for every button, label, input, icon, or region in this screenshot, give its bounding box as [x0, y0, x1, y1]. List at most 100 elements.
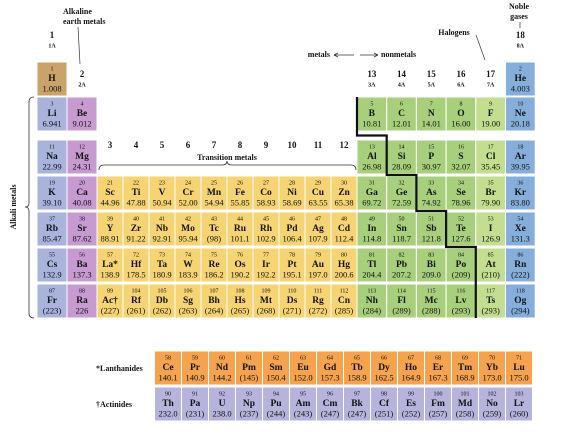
- element-symbol: Tb: [351, 363, 363, 373]
- element-symbol: Bh: [208, 296, 220, 306]
- atomic-mass: (264): [205, 305, 224, 315]
- atomic-number: 110: [288, 288, 297, 294]
- element-symbol: Th: [162, 399, 174, 409]
- atomic-number: 8: [459, 101, 462, 107]
- atomic-mass: (223): [43, 305, 62, 315]
- element-cell: [415, 247, 447, 283]
- element-cell: [424, 350, 452, 386]
- atomic-mass: (293): [481, 305, 500, 315]
- atomic-number: 76: [237, 252, 243, 258]
- element-cell: [445, 283, 477, 319]
- element-symbol: Cd: [338, 224, 351, 234]
- atomic-mass: 106.4: [282, 233, 302, 243]
- atomic-mass: (247): [321, 408, 340, 418]
- atomic-mass: 167.3: [428, 372, 447, 382]
- atomic-number: 96: [327, 391, 333, 397]
- atomic-number: 46: [289, 216, 295, 222]
- atomic-number: 64: [327, 355, 333, 361]
- element-cell: [343, 350, 371, 386]
- atomic-mass: 72.59: [392, 197, 411, 207]
- atomic-mass: (259): [483, 408, 502, 418]
- element-cell: [505, 211, 536, 247]
- element-symbol: Os: [234, 260, 245, 270]
- atomic-number: 57: [107, 252, 113, 258]
- group-number: 2: [80, 69, 85, 79]
- atomic-number: 79: [315, 252, 321, 258]
- element-cell: [66, 283, 98, 319]
- element-cell: [415, 96, 447, 132]
- atomic-number: 73: [159, 252, 165, 258]
- atomic-number: 2: [519, 66, 522, 72]
- atomic-number: 61: [246, 355, 252, 361]
- actinides-label: †Actinides: [96, 400, 132, 409]
- atomic-mass: 114.8: [362, 233, 381, 243]
- atomic-number: 41: [159, 216, 165, 222]
- element-cell: [148, 247, 176, 283]
- group-number: 3: [108, 140, 113, 150]
- element-symbol: K: [48, 188, 56, 198]
- element-symbol: Kr: [515, 188, 527, 198]
- atomic-number: 9: [489, 101, 492, 107]
- atomic-number: 52: [458, 216, 464, 222]
- atomic-mass: 102.9: [256, 233, 275, 243]
- element-cell: [66, 247, 98, 283]
- atomic-number: 20: [79, 180, 85, 186]
- atomic-mass: (261): [127, 305, 146, 315]
- element-symbol: Br: [485, 188, 496, 198]
- element-cell: [174, 283, 202, 319]
- element-symbol: Pa: [190, 399, 201, 409]
- atomic-mass: 190.2: [230, 269, 249, 279]
- element-cell: [181, 386, 209, 422]
- element-cell: [262, 350, 290, 386]
- atomic-mass: (237): [240, 408, 259, 418]
- atomic-number: 113: [367, 288, 376, 294]
- element-symbol: Fr: [47, 296, 58, 306]
- atomic-number: 74: [185, 252, 191, 258]
- atomic-number: 106: [184, 288, 193, 294]
- element-symbol: Pb: [396, 260, 407, 270]
- atomic-mass: 158.9: [347, 372, 366, 382]
- atomic-number: 71: [516, 355, 522, 361]
- element-symbol: Md: [458, 399, 473, 409]
- atomic-mass: 16.00: [451, 118, 470, 128]
- element-cell: [200, 211, 228, 247]
- element-symbol: Nd: [216, 363, 229, 373]
- element-cell: [330, 283, 358, 319]
- atomic-number: 31: [369, 180, 375, 186]
- element-cell: [122, 211, 150, 247]
- element-symbol: Rh: [260, 224, 273, 234]
- element-symbol: B: [369, 109, 376, 119]
- element-cell: [505, 350, 533, 386]
- atomic-number: 77: [263, 252, 269, 258]
- element-cell: [505, 247, 536, 283]
- element-symbol: H: [48, 74, 56, 84]
- element-symbol: Fm: [431, 399, 445, 409]
- atomic-mass: 226: [76, 305, 89, 315]
- element-symbol: Cn: [338, 296, 351, 306]
- alkali-label: Alkali metals: [9, 184, 18, 229]
- element-cell: [226, 175, 254, 211]
- atomic-number: 28: [289, 180, 295, 186]
- element-symbol: Hs: [234, 296, 245, 306]
- element-symbol: Og: [514, 296, 526, 306]
- atomic-mass: 131.3: [511, 233, 530, 243]
- atomic-mass: (263): [179, 305, 198, 315]
- element-symbol: Ca: [76, 188, 88, 198]
- atomic-number: 38: [79, 216, 85, 222]
- element-cell: [397, 386, 425, 422]
- atomic-number: 67: [408, 355, 414, 361]
- element-cell: [330, 211, 358, 247]
- atomic-mass: (210): [481, 269, 500, 279]
- element-cell: [154, 386, 182, 422]
- element-symbol: Dy: [378, 363, 390, 373]
- atomic-mass: 178.5: [126, 269, 145, 279]
- atomic-mass: 132.9: [42, 269, 61, 279]
- atomic-number: 49: [369, 216, 375, 222]
- atomic-number: 87: [49, 288, 55, 294]
- group-number: 9: [264, 140, 269, 150]
- atomic-number: 112: [340, 288, 349, 294]
- atomic-number: 100: [434, 391, 443, 397]
- transition-label: Transition metals: [197, 153, 257, 162]
- element-cell: [200, 247, 228, 283]
